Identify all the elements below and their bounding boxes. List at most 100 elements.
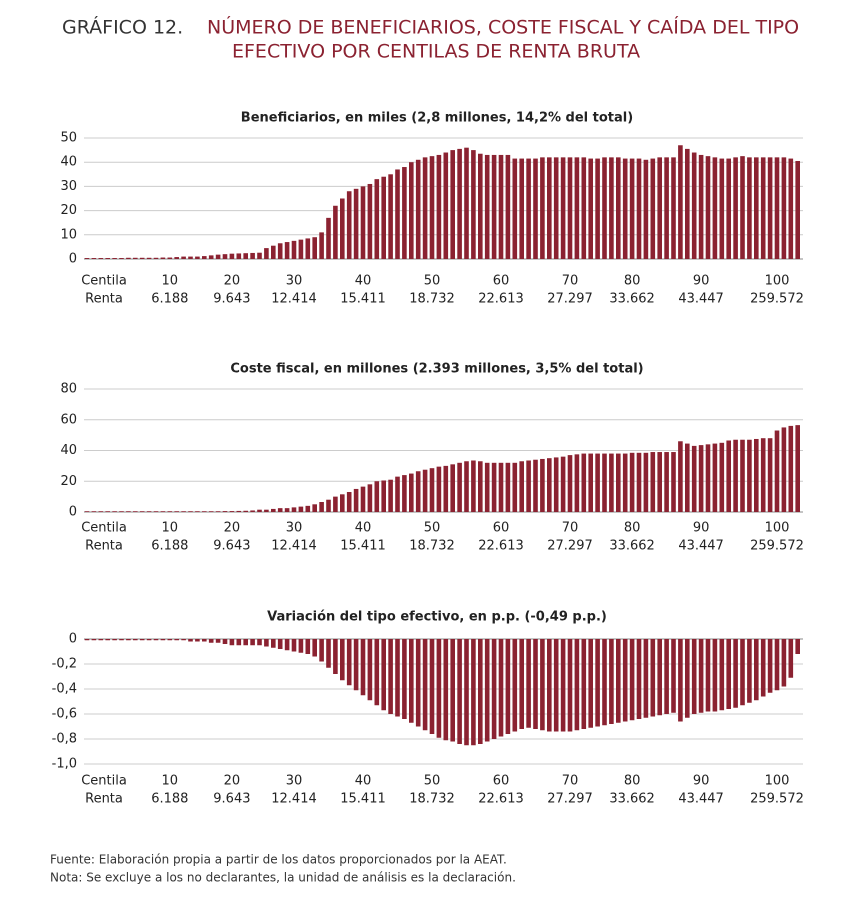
bar: [505, 462, 511, 512]
bar: [353, 488, 359, 512]
bar: [271, 508, 276, 512]
bar: [457, 462, 462, 512]
x-tick-label: 60: [493, 274, 510, 289]
bar: [139, 639, 145, 641]
bar: [346, 639, 352, 686]
bar: [512, 639, 518, 732]
bar: [788, 158, 794, 259]
bar: [174, 639, 179, 641]
x-tick-label: 12.414: [271, 292, 317, 307]
bar: [402, 475, 407, 512]
bar: [691, 639, 697, 714]
bar: [657, 452, 662, 512]
bar: [160, 639, 166, 641]
x-tick-label: 43.447: [678, 792, 724, 807]
bar: [146, 257, 152, 259]
bar: [705, 444, 711, 512]
bar: [567, 639, 573, 732]
bar: [567, 157, 573, 259]
y-tick-label: 20: [60, 474, 77, 489]
bar: [305, 639, 311, 654]
bar: [167, 511, 173, 512]
bar: [478, 461, 483, 512]
bar: [257, 252, 262, 259]
x-tick-label: 43.447: [678, 539, 724, 554]
bar: [774, 430, 780, 512]
bar: [243, 510, 248, 512]
bar: [581, 639, 587, 729]
bar: [547, 458, 552, 512]
x-tick-label: 10: [162, 774, 179, 789]
bar: [767, 438, 773, 512]
bar: [788, 425, 794, 512]
bar: [622, 639, 628, 722]
bar: [374, 481, 380, 512]
bar: [533, 158, 538, 259]
bar: [98, 511, 104, 512]
bar: [643, 159, 649, 259]
bar: [119, 639, 124, 641]
bar: [340, 198, 345, 259]
bar: [560, 157, 566, 259]
bar: [526, 158, 531, 259]
x-tick-label: 100: [765, 774, 790, 789]
bar: [795, 639, 800, 654]
bar: [588, 158, 593, 259]
bar: [464, 639, 469, 746]
bar: [740, 156, 745, 259]
bar: [367, 484, 373, 512]
bar: [360, 186, 366, 259]
bar: [602, 157, 607, 259]
bar: [250, 639, 255, 646]
figure-title: NÚMERO DE BENEFICIARIOS, COSTE FISCAL Y …: [207, 15, 799, 39]
x-tick-label: 90: [693, 274, 710, 289]
bar: [402, 167, 407, 259]
bar: [450, 639, 455, 742]
bar: [664, 157, 669, 259]
bar: [229, 253, 235, 259]
bar: [215, 254, 221, 259]
bar: [291, 240, 297, 259]
y-tick-label: 30: [60, 179, 77, 194]
bar: [616, 639, 621, 723]
bar: [319, 232, 324, 259]
bar: [264, 639, 269, 647]
bar: [464, 461, 469, 512]
bar: [671, 452, 676, 512]
bar: [678, 441, 683, 512]
bar: [84, 258, 90, 259]
bar: [747, 157, 752, 259]
x-tick-label: 70: [562, 774, 579, 789]
bar: [595, 158, 600, 259]
x-row-label: Centila: [81, 521, 127, 536]
bar: [678, 639, 683, 722]
bar: [429, 639, 435, 734]
bar: [478, 639, 483, 744]
bar: [139, 511, 145, 512]
bar: [498, 154, 504, 259]
bar: [119, 511, 124, 512]
bar: [353, 188, 359, 259]
bar: [719, 442, 725, 512]
bar: [202, 639, 207, 642]
bar: [781, 157, 787, 259]
bar: [436, 466, 442, 512]
bar: [374, 179, 380, 259]
bar: [333, 639, 338, 674]
y-tick-label: 80: [60, 382, 77, 397]
y-tick-label: 40: [60, 443, 77, 458]
x-tick-label: 27.297: [547, 292, 593, 307]
bar: [429, 156, 435, 259]
x-tick-label: 43.447: [678, 292, 724, 307]
bar: [257, 639, 262, 646]
bar: [340, 494, 345, 512]
bar: [277, 639, 283, 649]
bar: [478, 153, 483, 259]
bar: [450, 464, 455, 512]
y-tick-label: 10: [60, 227, 77, 242]
y-tick-label: -0,6: [52, 707, 77, 722]
bar: [277, 508, 283, 512]
bar: [84, 639, 90, 641]
bar: [781, 639, 787, 687]
bar: [436, 639, 442, 738]
